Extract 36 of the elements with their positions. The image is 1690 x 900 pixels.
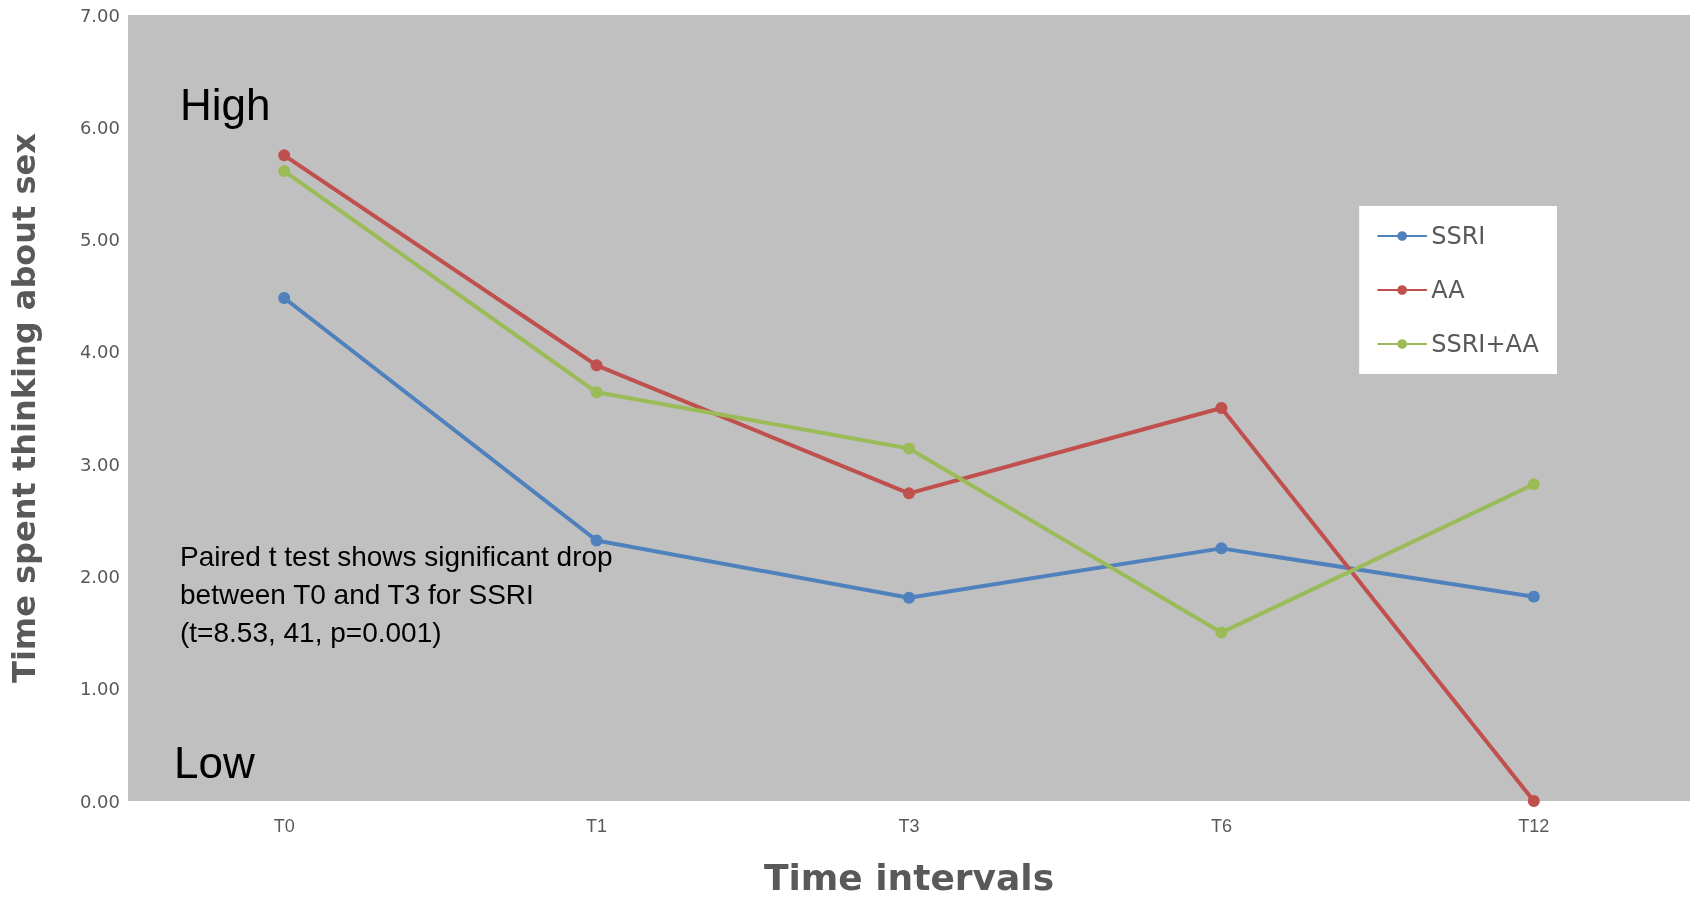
point <box>590 359 603 372</box>
point <box>590 534 603 547</box>
point <box>590 386 603 399</box>
y-tick-label: 6.00 <box>79 116 120 138</box>
legend-label: SSRI <box>1431 222 1486 250</box>
point <box>903 591 915 604</box>
y-tick-label: 7.00 <box>79 4 120 26</box>
y-tick-label: 1.00 <box>79 678 120 700</box>
y-tick-label: 2.00 <box>79 565 120 587</box>
point <box>1527 795 1540 807</box>
point <box>1527 478 1540 491</box>
point <box>1527 590 1540 603</box>
point <box>278 149 291 162</box>
y-axis-title: Time spent thinking about sex <box>5 132 43 683</box>
point <box>1215 542 1228 555</box>
y-tick-label: 4.00 <box>79 341 120 363</box>
x-tick-label: T6 <box>1210 816 1232 836</box>
annotation: Low <box>174 738 255 788</box>
point <box>278 291 291 304</box>
y-tick-label: 3.00 <box>79 453 120 475</box>
legend-label: AA <box>1431 276 1466 304</box>
legend-label: SSRI+AA <box>1431 330 1540 358</box>
annotation: Paired t test shows significant drop between T0 and T3 for SSRI (t=8.53, 41, p=0.001) <box>180 541 613 648</box>
point <box>1215 402 1228 414</box>
point <box>278 165 291 178</box>
point <box>903 442 915 455</box>
x-axis-title: Time intervals <box>763 856 1055 898</box>
x-tick-label: T1 <box>586 816 608 836</box>
y-tick-label: 0.00 <box>79 790 120 812</box>
annotation: High <box>180 80 271 130</box>
y-tick-label: 5.00 <box>79 229 120 251</box>
x-tick-label: T3 <box>898 816 920 836</box>
point <box>1215 626 1228 639</box>
point <box>903 487 915 500</box>
x-tick-label: T0 <box>273 816 295 836</box>
x-tick-label: T12 <box>1518 816 1550 836</box>
